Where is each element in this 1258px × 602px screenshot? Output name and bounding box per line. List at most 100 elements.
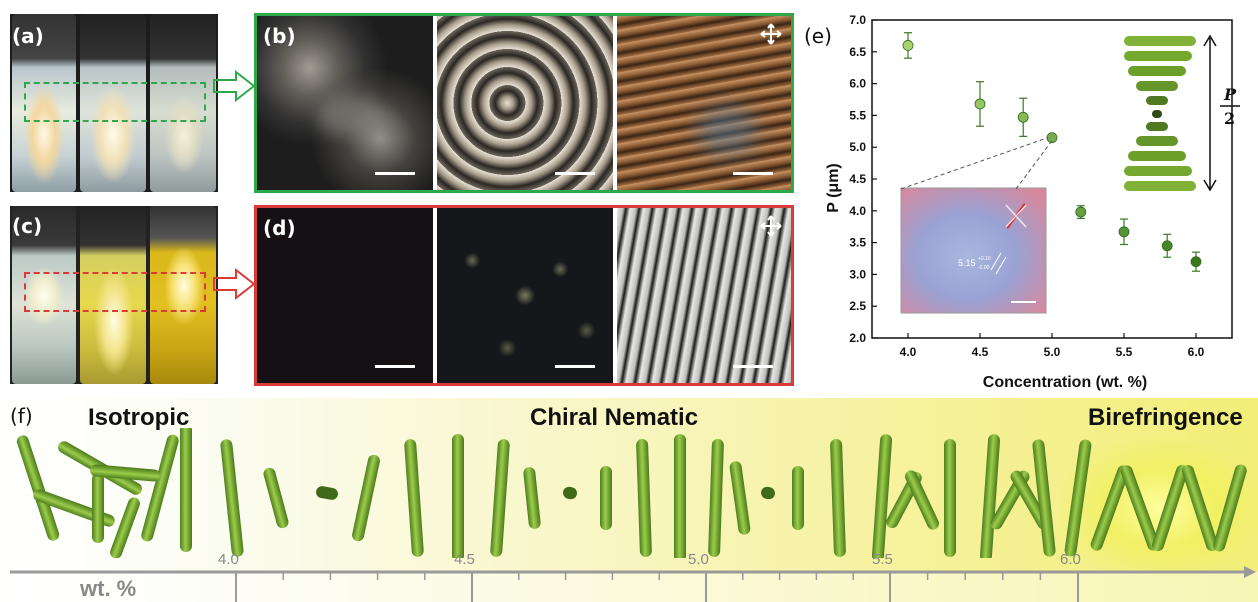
x-tick-label: 4.0	[900, 345, 917, 359]
rod	[600, 466, 612, 530]
panel-label-a: (a)	[12, 24, 44, 48]
panel-d: (d)	[254, 205, 794, 386]
rod	[871, 434, 893, 558]
data-point	[1161, 233, 1173, 258]
rod	[1213, 464, 1247, 552]
pitch-label-p: P	[1223, 85, 1237, 104]
rod	[523, 467, 541, 529]
micrograph-d3	[617, 208, 791, 383]
axis-arrow-icon	[1244, 566, 1256, 578]
panel-f: (f) Isotropic Chiral Nematic Birefringen…	[0, 398, 1258, 602]
x-tick-label: 4.5	[972, 345, 989, 359]
pitch-chart: 2.0 2.5 3.0 3.5 4.0 4.5 5.0 5.5 6.0 6.5 7.0 4.0 4.5 5…	[825, 13, 1240, 391]
inset-sub: -0.00	[978, 265, 990, 271]
pitch-label-2: 2	[1224, 109, 1235, 128]
data-point	[1017, 97, 1029, 137]
rod	[452, 434, 464, 558]
dashed-box-red	[24, 272, 206, 312]
panel-label-e: (e)	[804, 24, 832, 48]
vial-c1	[12, 206, 76, 384]
data-point	[1190, 251, 1202, 272]
micrograph-b2	[437, 16, 613, 190]
x-tick-label: 5.5	[1116, 345, 1133, 359]
micrograph-d2	[437, 208, 613, 383]
y-tick-label: 2.0	[849, 331, 866, 345]
panel-label-f: (f)	[10, 404, 33, 428]
data-point	[902, 32, 914, 59]
y-tick-label: 6.0	[849, 77, 866, 91]
rod	[979, 434, 1001, 558]
crossed-polarizer-icon	[760, 215, 782, 237]
y-tick-label: 6.5	[849, 45, 866, 59]
arrow-to-d-icon	[213, 267, 256, 301]
data-point	[1075, 205, 1087, 220]
rod	[404, 439, 424, 557]
rod	[110, 497, 140, 558]
phase-chiral-nematic: Chiral Nematic	[530, 404, 699, 431]
rod	[1151, 464, 1189, 552]
micrograph-b3	[617, 16, 791, 190]
x-tick-label: 6.0	[1188, 345, 1205, 359]
rod	[674, 434, 686, 558]
rod	[636, 439, 652, 557]
vial-a2	[80, 14, 146, 192]
rod	[729, 461, 751, 535]
micrograph-b1	[257, 16, 433, 190]
y-tick-label: 2.5	[849, 299, 866, 313]
rod	[708, 439, 724, 557]
y-tick-label: 3.5	[849, 236, 866, 250]
y-tick-label: 3.0	[849, 267, 866, 281]
rod	[1090, 465, 1130, 551]
rod	[905, 470, 939, 530]
rod	[352, 454, 380, 542]
rod	[1181, 464, 1219, 552]
vial-a1	[12, 14, 76, 192]
rod	[1120, 465, 1160, 551]
y-tick-label: 5.5	[849, 108, 866, 122]
axis-tick-label: 5.0	[688, 551, 709, 568]
axis-tick-label: 4.5	[454, 551, 475, 568]
rod	[92, 473, 104, 543]
rod	[563, 486, 577, 500]
rod	[180, 428, 192, 552]
x-tick-label: 5.0	[1044, 345, 1061, 359]
dashed-box-green	[24, 82, 206, 122]
micrograph-d1	[257, 208, 433, 383]
inset-leader-line	[900, 137, 1049, 190]
panel-c: (c)	[10, 206, 218, 384]
panel-b: (b)	[254, 13, 794, 193]
panel-label-b: (b)	[263, 24, 296, 48]
y-tick-label: 5.0	[849, 140, 866, 154]
rod	[316, 486, 338, 500]
axis-tick-label: 6.0	[1060, 551, 1081, 568]
rod	[141, 434, 179, 542]
inset-leader-line	[1015, 140, 1053, 190]
vial-a3	[150, 14, 216, 192]
vial-c2	[80, 206, 146, 384]
axis-tick-label: 5.5	[872, 551, 893, 568]
panel-label-d: (d)	[263, 216, 296, 240]
inset-value: 5.15	[958, 258, 976, 268]
rod	[1064, 439, 1092, 557]
inset-sup: +0.10	[978, 256, 991, 262]
y-tick-label: 4.0	[849, 204, 866, 218]
rod	[220, 439, 244, 557]
y-axis-label: P (μm)	[825, 163, 842, 213]
rod	[761, 486, 775, 500]
x-axis-label: Concentration (wt. %)	[983, 374, 1147, 391]
y-tick-label: 7.0	[849, 13, 866, 27]
rod	[263, 467, 289, 529]
data-point	[974, 81, 986, 127]
rod	[90, 464, 160, 482]
panel-a: (a)	[10, 14, 218, 192]
axis-unit: wt. %	[80, 576, 137, 601]
inset-micrograph: 5.15 +0.10 -0.00	[900, 187, 1047, 314]
rod	[490, 439, 510, 557]
crossed-polarizer-icon	[760, 23, 782, 45]
rod	[944, 439, 956, 557]
rod	[1032, 439, 1056, 557]
phase-isotropic: Isotropic	[88, 404, 190, 431]
scale-bar-overlay	[0, 572, 1258, 602]
helix-schematic: P 2	[1124, 34, 1240, 192]
arrow-to-b-icon	[213, 69, 256, 103]
